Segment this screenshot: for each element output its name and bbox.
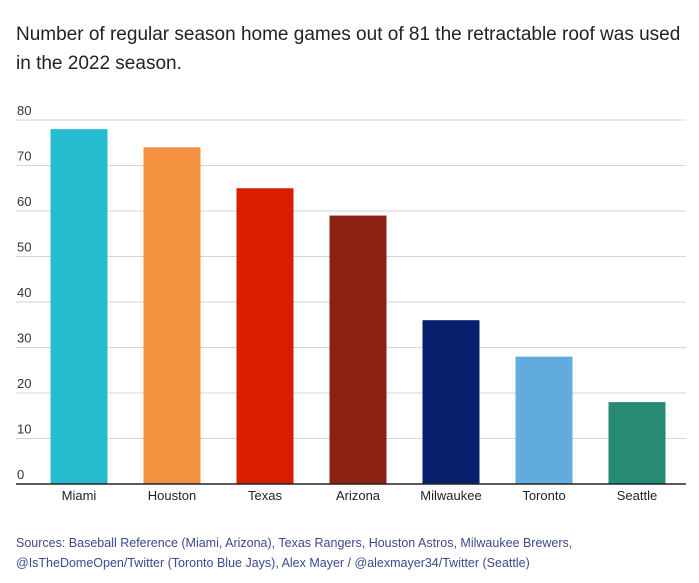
y-tick-label: 60 — [17, 194, 31, 209]
bar-miami — [50, 129, 108, 484]
chart-title: Number of regular season home games out … — [16, 24, 681, 74]
x-tick-label-toronto: Toronto — [522, 488, 565, 503]
bar-texas — [236, 188, 294, 484]
y-tick-label: 10 — [17, 422, 31, 437]
x-tick-label-arizona: Arizona — [336, 488, 381, 503]
sources-line-1: Sources: Baseball Reference (Miami, Ariz… — [16, 536, 573, 550]
gridlines — [16, 119, 686, 439]
x-tick-label-milwaukee: Milwaukee — [420, 488, 481, 503]
x-tick-label-miami: Miami — [62, 488, 97, 503]
y-tick-label: 30 — [17, 331, 31, 346]
sources-line-2: @IsTheDomeOpen/Twitter (Toronto Blue Jay… — [16, 556, 530, 570]
x-tick-label-texas: Texas — [248, 488, 282, 503]
y-axis-ticks: 0 10 20 30 40 50 60 70 80 — [17, 103, 31, 482]
bar-milwaukee — [422, 320, 480, 484]
bars — [50, 129, 666, 485]
y-tick-label: 50 — [17, 240, 31, 255]
y-tick-label: 70 — [17, 149, 31, 164]
y-tick-label: 20 — [17, 376, 31, 391]
y-tick-label: 80 — [17, 103, 31, 118]
x-tick-label-seattle: Seattle — [617, 488, 657, 503]
x-axis-labels: Miami Houston Texas Arizona Milwaukee Toronto… — [62, 488, 658, 503]
bar-arizona — [329, 215, 387, 485]
sources-note: Sources: Baseball Reference (Miami, Ariz… — [16, 533, 688, 573]
y-tick-label: 40 — [17, 285, 31, 300]
bar-seattle — [608, 402, 666, 484]
y-tick-label: 0 — [17, 467, 24, 482]
bar-toronto — [515, 356, 573, 484]
bar-houston — [143, 147, 201, 485]
x-tick-label-houston: Houston — [148, 488, 196, 503]
